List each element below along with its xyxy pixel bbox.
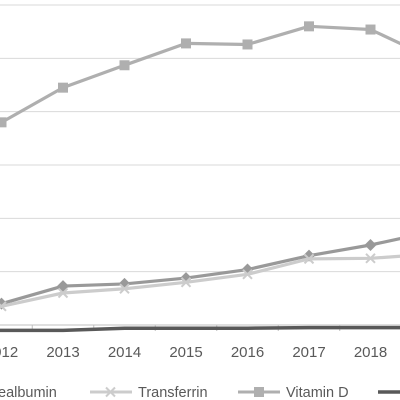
x-tick-label: 2015 — [169, 344, 202, 361]
x-tick-label: 2018 — [354, 344, 387, 361]
data-point-diamond — [57, 280, 69, 293]
data-point-square — [0, 117, 7, 128]
gridlines — [0, 4, 400, 273]
data-point-x — [242, 269, 253, 280]
x-tick-label: 2013 — [46, 344, 79, 361]
data-point-x — [119, 283, 130, 294]
series-series-4 — [0, 325, 400, 333]
legend-label: ealbumin — [0, 385, 57, 400]
series-vitamin-d — [0, 21, 400, 128]
x-tick-label: 2017 — [292, 344, 325, 361]
data-point-square — [365, 24, 376, 35]
legend-marker-x — [105, 386, 116, 398]
legend-label: Transferrin — [138, 385, 208, 400]
data-point-diamond — [364, 239, 377, 251]
data-point-square — [119, 60, 130, 71]
series-transferrin — [0, 253, 400, 312]
x-tick-label: 2014 — [108, 344, 141, 361]
legend: ealbumin Transferrin Vitamin D — [0, 385, 400, 400]
x-tick-label: 2012 — [0, 344, 18, 361]
series-lines — [0, 21, 400, 333]
legend-label: Vitamin D — [286, 385, 349, 400]
legend-marker-square — [254, 387, 264, 397]
data-point-x — [0, 301, 7, 312]
data-point-square — [304, 21, 314, 32]
data-point-x — [180, 277, 192, 288]
data-point-square — [242, 39, 253, 50]
x-tick-labels: 2012 2013 2014 2015 2016 2017 2018 — [0, 344, 387, 361]
series-line — [0, 325, 400, 333]
data-point-x — [365, 253, 376, 264]
series-line — [0, 24, 400, 125]
series-line — [0, 254, 400, 309]
data-point-square — [58, 82, 68, 93]
data-point-square — [181, 38, 191, 49]
series-prealbumin — [0, 236, 400, 310]
x-tick-label: 2016 — [231, 344, 264, 361]
data-point-x — [303, 253, 315, 265]
data-point-x — [57, 287, 69, 299]
